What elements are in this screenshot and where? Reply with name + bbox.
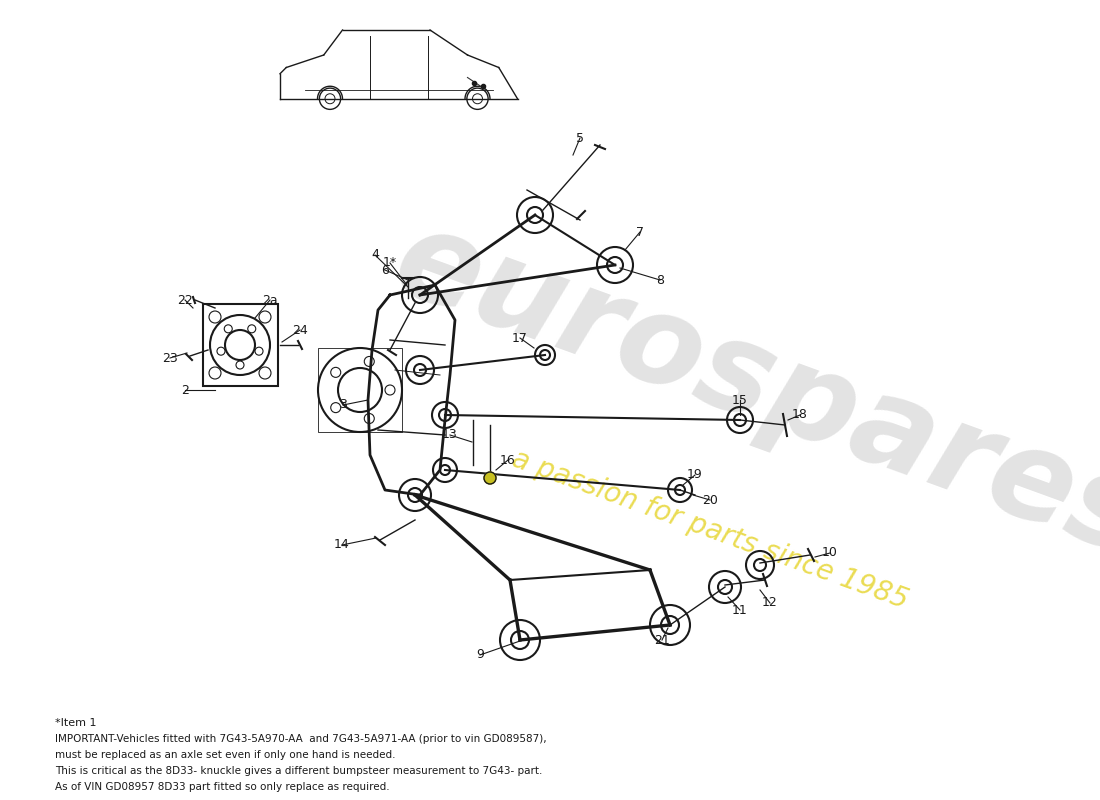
Text: 13: 13 (442, 429, 458, 442)
Text: 8: 8 (656, 274, 664, 286)
Text: This is critical as the 8D33- knuckle gives a different bumpsteer measurement to: This is critical as the 8D33- knuckle gi… (55, 766, 542, 776)
Text: 22: 22 (177, 294, 192, 306)
Text: 2: 2 (182, 383, 189, 397)
Text: must be replaced as an axle set even if only one hand is needed.: must be replaced as an axle set even if … (55, 750, 396, 760)
Text: 14: 14 (334, 538, 350, 551)
Text: *Item 1: *Item 1 (55, 718, 97, 728)
Text: 21: 21 (654, 634, 670, 646)
Text: 7: 7 (636, 226, 644, 238)
Text: 18: 18 (792, 409, 807, 422)
Text: 5: 5 (576, 131, 584, 145)
Text: 1*: 1* (383, 257, 397, 270)
Text: IMPORTANT-Vehicles fitted with 7G43-5A970-AA  and 7G43-5A971-AA (prior to vin GD: IMPORTANT-Vehicles fitted with 7G43-5A97… (55, 734, 547, 744)
Text: 23: 23 (162, 351, 178, 365)
Circle shape (484, 472, 496, 484)
Text: 11: 11 (733, 603, 748, 617)
Text: 15: 15 (733, 394, 748, 406)
Text: 3: 3 (339, 398, 346, 411)
Text: a passion for parts since 1985: a passion for parts since 1985 (508, 445, 912, 615)
Text: eurospares: eurospares (378, 198, 1100, 582)
Text: 24: 24 (293, 323, 308, 337)
Text: 17: 17 (513, 331, 528, 345)
Text: 20: 20 (702, 494, 718, 506)
Text: 19: 19 (688, 469, 703, 482)
Text: 16: 16 (500, 454, 516, 466)
Text: 12: 12 (762, 597, 778, 610)
Text: 6: 6 (381, 263, 389, 277)
Text: 10: 10 (822, 546, 838, 559)
Text: 4: 4 (371, 249, 378, 262)
Text: 2a: 2a (262, 294, 278, 306)
Text: As of VIN GD08957 8D33 part fitted so only replace as required.: As of VIN GD08957 8D33 part fitted so on… (55, 782, 389, 792)
Text: 9: 9 (476, 649, 484, 662)
